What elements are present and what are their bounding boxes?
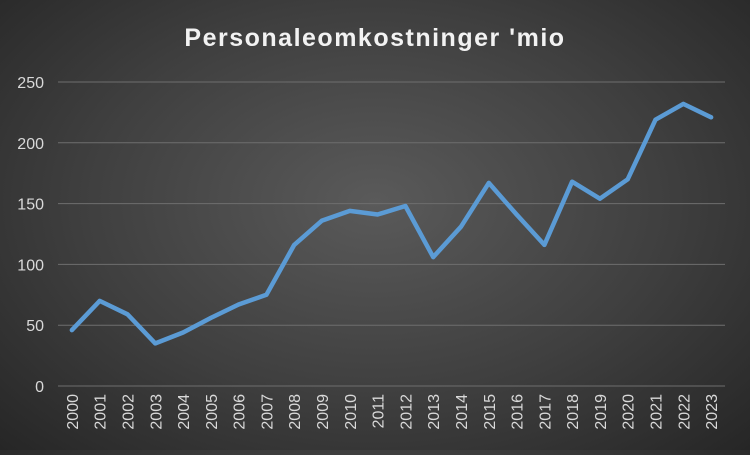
data-point-2016 (514, 212, 519, 217)
data-point-2018 (570, 179, 575, 184)
data-point-2006 (236, 302, 241, 307)
x-tick-label: 2022 (676, 394, 693, 430)
y-tick-label: 0 (35, 379, 44, 396)
x-tick-label: 2007 (259, 394, 276, 430)
x-tick-label: 2001 (93, 394, 110, 430)
x-tick-label: 2000 (65, 394, 82, 430)
series-line-0 (69, 101, 714, 346)
x-tick-label: 2016 (510, 394, 527, 430)
x-tick-label: 2002 (120, 394, 137, 430)
data-point-2014 (458, 224, 463, 229)
x-tick-label: 2012 (398, 394, 415, 430)
data-point-2015 (486, 180, 491, 185)
x-tick-label: 2011 (371, 394, 388, 429)
y-tick-label: 250 (17, 75, 44, 92)
chart-title: Personaleomkostninger 'mio (184, 24, 565, 52)
x-tick-label: 2006 (232, 394, 249, 430)
x-axis: 2000 2001 2002 2003 2004 2005 2006 2007 2008 2009… (65, 394, 721, 430)
x-tick-label: 2013 (426, 394, 443, 430)
data-point-2011 (375, 212, 380, 217)
y-tick-label: 50 (26, 318, 44, 335)
data-point-2005 (208, 315, 213, 320)
data-point-2012 (403, 204, 408, 209)
y-tick-label: 100 (17, 257, 44, 274)
data-point-2022 (681, 101, 686, 106)
data-point-2003 (153, 341, 158, 346)
data-point-2000 (69, 328, 74, 333)
y-tick-label: 150 (17, 197, 44, 214)
y-tick-label: 200 (17, 136, 44, 153)
x-tick-label: 2010 (343, 394, 360, 430)
x-tick-label: 2014 (454, 394, 471, 430)
data-point-2020 (625, 177, 630, 182)
data-point-2002 (125, 312, 130, 317)
x-tick-label: 2023 (704, 394, 721, 430)
x-tick-label: 2018 (565, 394, 582, 430)
x-tick-label: 2020 (621, 394, 638, 430)
x-tick-label: 2019 (593, 394, 610, 430)
x-tick-label: 2003 (148, 394, 165, 430)
series-layer (69, 101, 714, 346)
data-point-2013 (431, 255, 436, 260)
data-point-2023 (709, 115, 714, 120)
x-tick-label: 2021 (649, 394, 666, 430)
x-tick-label: 2009 (315, 394, 332, 430)
x-tick-label: 2005 (204, 394, 221, 430)
data-point-2007 (264, 292, 269, 297)
data-point-2019 (597, 196, 602, 201)
y-axis: 0 50 100 150 200 250 (17, 75, 44, 396)
x-tick-label: 2008 (287, 394, 304, 430)
x-tick-label: 2017 (537, 394, 554, 430)
data-point-2010 (347, 208, 352, 213)
x-tick-label: 2015 (482, 394, 499, 430)
data-point-2008 (292, 242, 297, 247)
x-tick-label: 2004 (176, 394, 193, 430)
data-point-2009 (320, 218, 325, 223)
data-point-2021 (653, 117, 658, 122)
data-point-2004 (181, 330, 186, 335)
gridlines (58, 81, 725, 387)
data-point-2001 (97, 298, 102, 303)
data-point-2017 (542, 242, 547, 247)
